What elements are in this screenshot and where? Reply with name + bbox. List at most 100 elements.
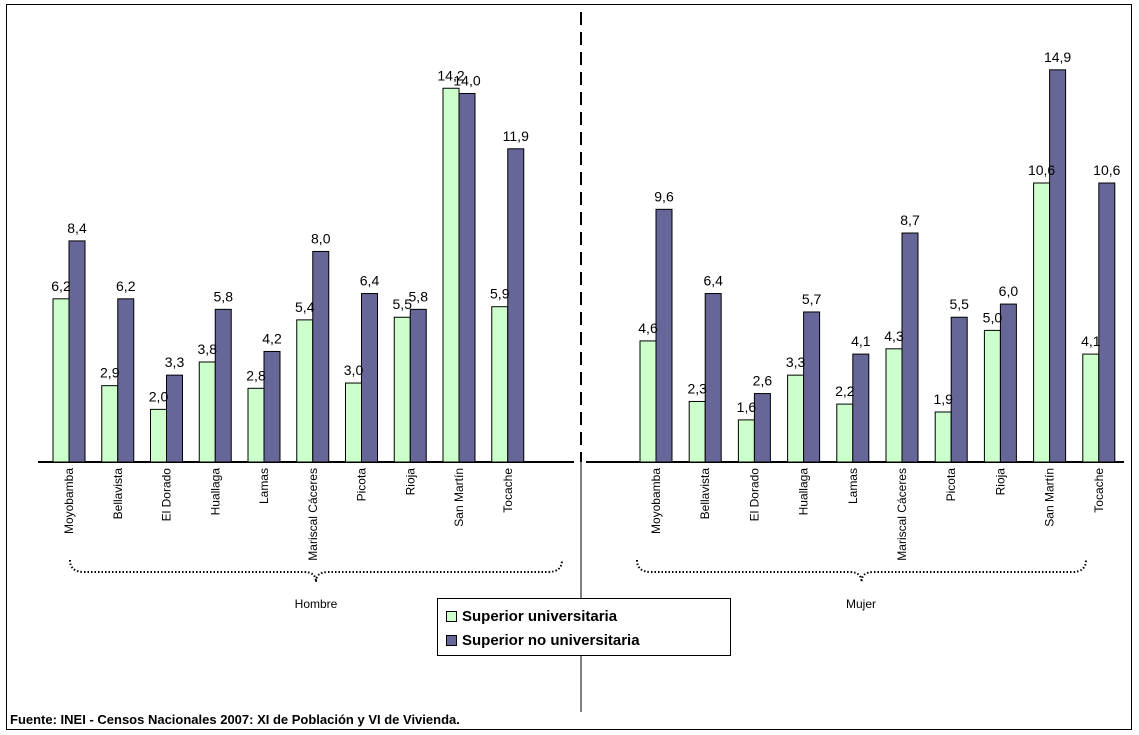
bar-hombre-no-universitaria xyxy=(167,375,183,462)
data-label: 11,9 xyxy=(503,128,529,144)
bar-mujer-no-universitaria xyxy=(1099,183,1115,462)
bar-hombre-universitaria xyxy=(102,386,118,462)
bar-hombre-universitaria xyxy=(346,383,362,462)
group-label-hombre: Hombre xyxy=(295,597,338,611)
data-label: 10,6 xyxy=(1028,162,1055,178)
tick-label: Mariscal Cáceres xyxy=(895,468,909,561)
bar-mujer-universitaria xyxy=(1083,354,1099,462)
data-label: 14,0 xyxy=(453,73,480,89)
bar-hombre-universitaria xyxy=(297,320,313,462)
data-label: 1,6 xyxy=(737,399,757,415)
data-label: 3,0 xyxy=(344,362,364,378)
data-label: 3,3 xyxy=(786,354,806,370)
data-label: 5,7 xyxy=(802,291,822,307)
tick-label: Tocache xyxy=(501,468,515,513)
bar-mujer-universitaria xyxy=(788,375,804,462)
tick-label: Tocache xyxy=(1092,468,1106,513)
bar-mujer-universitaria xyxy=(738,420,754,462)
data-label: 1,9 xyxy=(933,391,953,407)
tick-label: El Dorado xyxy=(160,468,174,522)
data-label: 4,1 xyxy=(851,333,871,349)
bar-mujer-no-universitaria xyxy=(902,233,918,462)
legend-label-universitaria: Superior universitaria xyxy=(462,608,617,625)
tick-label: Lamas xyxy=(846,468,860,504)
data-label: 4,1 xyxy=(1081,333,1101,349)
bar-hombre-universitaria xyxy=(248,388,264,462)
legend-item-universitaria: Superior universitaria xyxy=(446,604,730,628)
source-note: Fuente: INEI - Censos Nacionales 2007: X… xyxy=(10,712,460,727)
ticks-layer: Moyobamba Bellavista El Dorado Huallaga Lama… xyxy=(62,468,1106,561)
tick-label: Moyobamba xyxy=(62,468,76,534)
bar-hombre-no-universitaria xyxy=(313,251,329,462)
data-label: 6,4 xyxy=(703,273,723,289)
bar-mujer-no-universitaria xyxy=(705,294,721,462)
bar-hombre-no-universitaria xyxy=(118,299,134,462)
legend-swatch-no-universitaria xyxy=(446,635,457,646)
bars-layer xyxy=(53,70,1115,462)
bar-hombre-no-universitaria xyxy=(69,241,85,462)
data-label: 5,9 xyxy=(490,286,510,302)
bar-mujer-no-universitaria xyxy=(1050,70,1066,462)
bar-hombre-no-universitaria xyxy=(215,309,231,462)
bar-mujer-universitaria xyxy=(640,341,656,462)
tick-label: Bellavista xyxy=(698,468,712,520)
tick-label: Huallaga xyxy=(208,468,222,516)
bar-hombre-no-universitaria xyxy=(410,309,426,462)
tick-label: Rioja xyxy=(993,468,1007,496)
data-label: 5,8 xyxy=(214,288,234,304)
bar-mujer-no-universitaria xyxy=(853,354,869,462)
bar-mujer-universitaria xyxy=(689,401,705,462)
tick-label: Bellavista xyxy=(111,468,125,520)
bar-mujer-no-universitaria xyxy=(1000,304,1016,462)
tick-label: San Martín xyxy=(452,468,466,527)
bar-mujer-no-universitaria xyxy=(656,209,672,462)
bar-mujer-universitaria xyxy=(837,404,853,462)
data-label: 8,0 xyxy=(311,230,331,246)
tick-label: Picota xyxy=(944,468,958,502)
data-label: 3,3 xyxy=(165,354,185,370)
bar-mujer-universitaria xyxy=(984,330,1000,462)
legend-swatch-universitaria xyxy=(446,611,457,622)
data-label: 2,8 xyxy=(246,367,266,383)
data-label: 5,5 xyxy=(949,296,969,312)
bar-hombre-no-universitaria xyxy=(459,94,475,462)
data-label: 5,0 xyxy=(983,309,1003,325)
data-label: 14,9 xyxy=(1044,49,1071,65)
tick-label: San Martín xyxy=(1043,468,1057,527)
tick-label: Lamas xyxy=(257,468,271,504)
data-label: 5,4 xyxy=(295,299,315,315)
data-label: 5,8 xyxy=(409,288,429,304)
tick-label: Moyobamba xyxy=(649,468,663,534)
tick-label: El Dorado xyxy=(747,468,761,522)
brace-hombre xyxy=(70,560,562,582)
bar-hombre-no-universitaria xyxy=(264,351,280,462)
bar-mujer-no-universitaria xyxy=(754,394,770,462)
data-label: 2,9 xyxy=(100,365,120,381)
data-label: 3,8 xyxy=(198,341,218,357)
bar-mujer-no-universitaria xyxy=(804,312,820,462)
data-label: 4,2 xyxy=(262,330,282,346)
data-label: 10,6 xyxy=(1093,162,1120,178)
data-label: 8,4 xyxy=(67,220,87,236)
tick-label: Rioja xyxy=(403,468,417,496)
bar-hombre-universitaria xyxy=(443,88,459,462)
bar-hombre-no-universitaria xyxy=(508,149,524,462)
tick-label: Mariscal Cáceres xyxy=(306,468,320,561)
legend-label-no-universitaria: Superior no universitaria xyxy=(462,632,640,649)
bar-hombre-universitaria xyxy=(199,362,215,462)
data-label: 4,3 xyxy=(884,328,904,344)
data-label: 6,2 xyxy=(116,278,136,294)
data-label: 2,6 xyxy=(753,373,773,389)
tick-label: Picota xyxy=(355,468,369,502)
legend-item-no-universitaria: Superior no universitaria xyxy=(446,628,730,652)
bar-hombre-universitaria xyxy=(394,317,410,462)
data-label: 9,6 xyxy=(654,188,674,204)
bar-mujer-universitaria xyxy=(1034,183,1050,462)
tick-label: Huallaga xyxy=(797,468,811,516)
bar-mujer-universitaria xyxy=(886,349,902,462)
bar-hombre-no-universitaria xyxy=(362,294,378,462)
bar-mujer-no-universitaria xyxy=(951,317,967,462)
data-label: 6,0 xyxy=(999,283,1019,299)
data-label: 6,4 xyxy=(360,273,380,289)
bar-hombre-universitaria xyxy=(53,299,69,462)
